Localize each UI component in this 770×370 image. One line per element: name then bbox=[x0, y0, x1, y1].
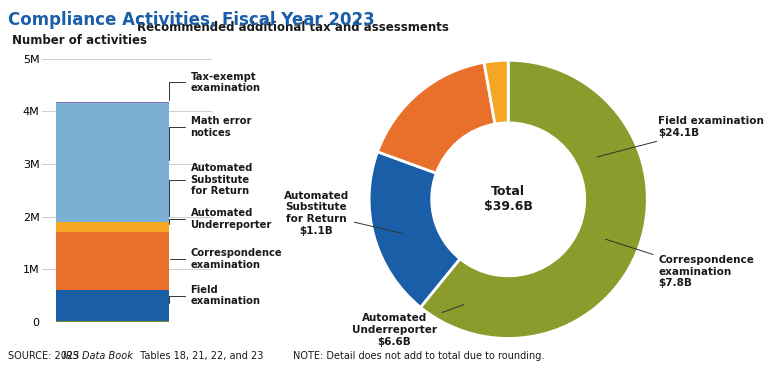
Text: Total
$39.6B: Total $39.6B bbox=[484, 185, 533, 213]
Bar bbox=[56, 321, 169, 322]
Wedge shape bbox=[420, 60, 648, 339]
Text: Correspondence
examination: Correspondence examination bbox=[170, 248, 282, 269]
Title: Recommended additional tax and assessments: Recommended additional tax and assessmen… bbox=[136, 21, 449, 34]
Text: Field examination
$24.1B: Field examination $24.1B bbox=[597, 116, 765, 157]
Bar bbox=[56, 102, 169, 103]
Text: Field
examination: Field examination bbox=[169, 285, 260, 306]
Text: Compliance Activities, Fiscal Year 2023: Compliance Activities, Fiscal Year 2023 bbox=[8, 11, 374, 29]
Wedge shape bbox=[377, 63, 495, 173]
Wedge shape bbox=[484, 60, 508, 124]
Text: Automated
Substitute
for Return: Automated Substitute for Return bbox=[169, 163, 253, 216]
Text: Tables 18, 21, 22, and 23: Tables 18, 21, 22, and 23 bbox=[137, 351, 263, 361]
Text: Math error
notices: Math error notices bbox=[169, 116, 251, 160]
Bar bbox=[56, 222, 169, 232]
Bar bbox=[56, 290, 169, 321]
Wedge shape bbox=[369, 152, 460, 307]
Text: Automated
Underreporter
$6.6B: Automated Underreporter $6.6B bbox=[352, 305, 464, 347]
Text: IRS Data Book: IRS Data Book bbox=[63, 351, 133, 361]
Text: Number of activities: Number of activities bbox=[12, 34, 147, 47]
Bar bbox=[56, 232, 169, 290]
Bar bbox=[56, 103, 169, 222]
Text: SOURCE: 2023: SOURCE: 2023 bbox=[8, 351, 82, 361]
Text: Automated
Underreporter: Automated Underreporter bbox=[169, 208, 272, 230]
Text: Correspondence
examination
$7.8B: Correspondence examination $7.8B bbox=[605, 239, 755, 288]
Text: Tax-exempt
examination: Tax-exempt examination bbox=[169, 71, 260, 100]
Text: Automated
Substitute
for Return
$1.1B: Automated Substitute for Return $1.1B bbox=[283, 191, 403, 236]
Text: NOTE: Detail does not add to total due to rounding.: NOTE: Detail does not add to total due t… bbox=[293, 351, 544, 361]
